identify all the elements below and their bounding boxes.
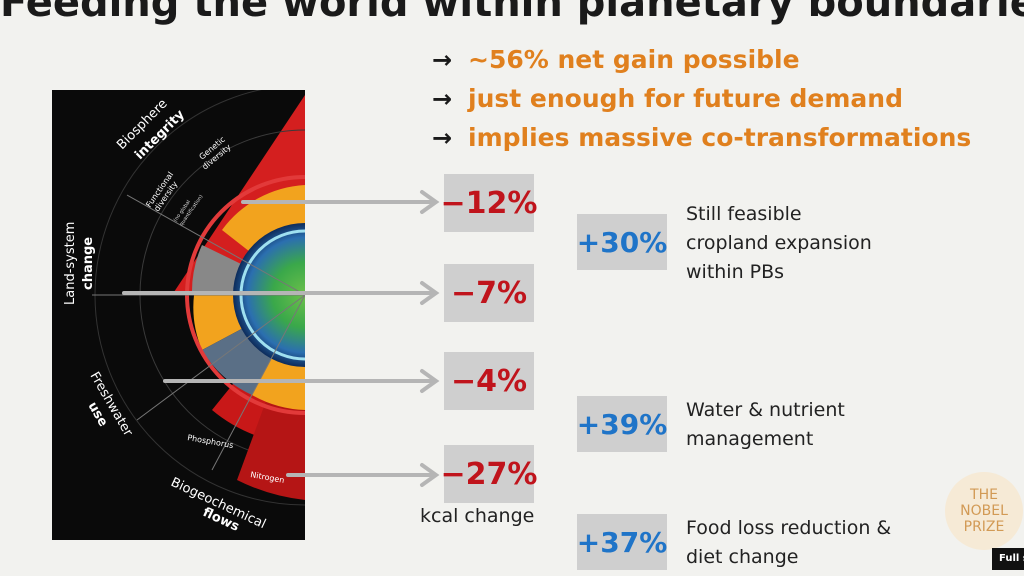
bullet-item: → ~56% net gain possible [432,40,971,79]
gain-box: +30% [577,214,667,270]
bullet-text: ~56% net gain possible [468,45,800,74]
gain-box: +39% [577,396,667,452]
right-arrow-icon: → [432,45,453,74]
kcal-change-box: −27% [441,445,537,503]
boundaries-wheel: Biosphere integrity Genetic diversity Fu… [63,90,305,535]
kcal-change-box: −4% [444,352,534,410]
kcal-change-label: kcal change [420,505,535,527]
right-arrow-icon: → [432,123,453,152]
bullet-list: → ~56% net gain possible → just enough f… [432,40,971,157]
fullscreen-button[interactable]: Full s [992,548,1024,570]
bullet-text: implies massive co-transformations [468,123,972,152]
logo-line: PRIZE [963,519,1005,535]
gain-box: +37% [577,514,667,570]
gain-line: cropland expansion [686,232,872,254]
gain-line: Still feasible [686,203,802,225]
gain-line: management [686,428,814,450]
bullet-item: → just enough for future demand [432,79,971,118]
bullet-item: → implies massive co-transformations [432,118,971,157]
arrow-head-icon [420,369,440,393]
bullet-text: just enough for future demand [468,84,903,113]
gain-description: Food loss reduction & diet change [686,514,891,572]
right-arrow-icon: → [432,84,453,113]
phosphorus-label: Phosphorus [187,433,234,450]
land-system-label-1: Land-system [63,222,78,305]
logo-line: NOBEL [960,503,1008,519]
arrow-head-icon [420,190,440,214]
arrow-head-icon [420,463,440,487]
gain-line: Food loss reduction & [686,517,892,539]
gain-description: Still feasible cropland expansion within… [686,200,872,287]
kcal-change-box: −12% [441,174,537,232]
gain-line: Water & nutrient [686,399,845,421]
logo-line: THE [970,487,998,503]
arrow-head-icon [420,281,440,305]
slide-title: Feeding the world within planetary bound… [0,0,1024,26]
gain-line: diet change [686,546,799,568]
gain-line: within PBs [686,261,785,283]
land-system-label-2: change [81,237,96,290]
nobel-prize-logo: THE NOBEL PRIZE [945,472,1023,550]
planetary-boundaries-figure: Biosphere integrity Genetic diversity Fu… [52,90,305,540]
kcal-change-box: −7% [444,264,534,322]
gain-description: Water & nutrient management [686,396,845,454]
